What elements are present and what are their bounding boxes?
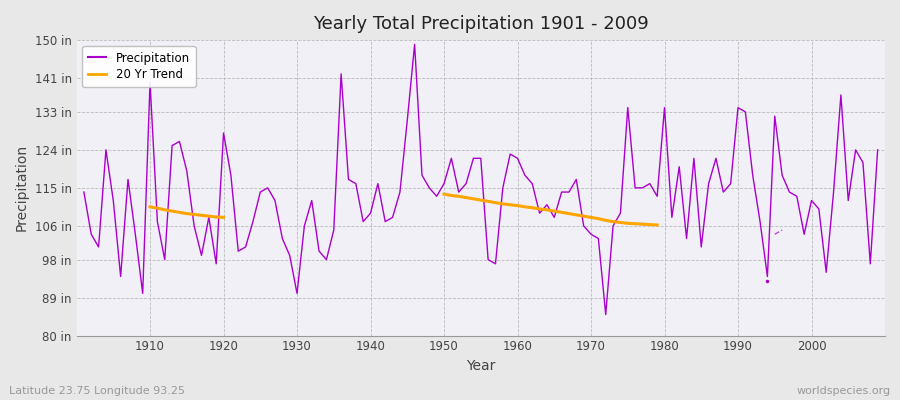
Legend: Precipitation, 20 Yr Trend: Precipitation, 20 Yr Trend <box>83 46 195 87</box>
Y-axis label: Precipitation: Precipitation <box>15 144 29 232</box>
Title: Yearly Total Precipitation 1901 - 2009: Yearly Total Precipitation 1901 - 2009 <box>313 15 649 33</box>
Text: worldspecies.org: worldspecies.org <box>796 386 891 396</box>
X-axis label: Year: Year <box>466 359 496 373</box>
Text: Latitude 23.75 Longitude 93.25: Latitude 23.75 Longitude 93.25 <box>9 386 185 396</box>
